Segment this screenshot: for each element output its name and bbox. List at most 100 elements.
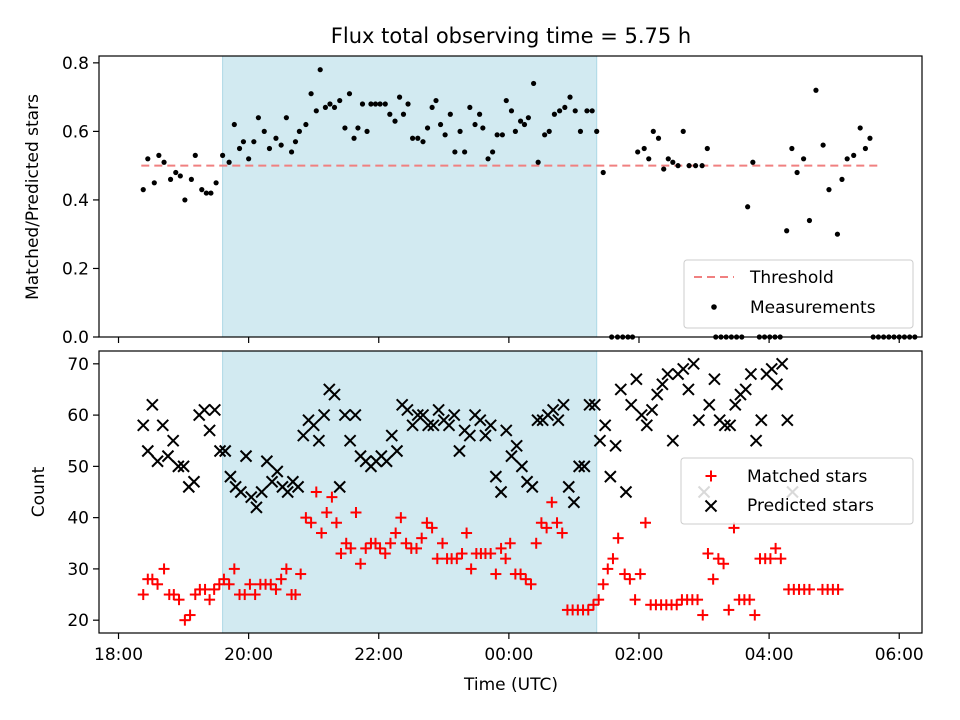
matched-star-point xyxy=(707,573,719,585)
measurement-point xyxy=(457,128,463,134)
predicted-star-point xyxy=(328,388,341,401)
y-tick-label: 70 xyxy=(67,355,89,375)
measurement-point xyxy=(208,190,214,196)
matched-star-point xyxy=(158,563,170,575)
measurement-point xyxy=(303,121,309,128)
measurement-point xyxy=(665,156,671,162)
matched-star-point xyxy=(228,563,240,575)
measurement-point xyxy=(675,163,681,169)
matched-star-point xyxy=(146,573,158,585)
predicted-star-point xyxy=(281,485,294,499)
predicted-stars-series xyxy=(137,357,799,514)
x-tick-label: 00:00 xyxy=(484,645,533,665)
predicted-star-point xyxy=(598,419,612,432)
matched-star-point xyxy=(612,532,624,544)
matched-star-point xyxy=(639,517,651,529)
predicted-star-point xyxy=(166,434,180,447)
measurement-point xyxy=(467,104,473,111)
matched-star-point xyxy=(495,542,507,554)
predicted-star-point xyxy=(765,362,778,376)
matched-star-point xyxy=(530,537,542,549)
matched-star-point xyxy=(832,583,844,595)
predicted-star-point xyxy=(552,414,565,427)
matched-star-point xyxy=(624,573,636,585)
measurement-point xyxy=(177,173,183,179)
predicted-star-point xyxy=(411,408,424,422)
x-tick-label: 04:00 xyxy=(745,645,794,665)
predicted-star-point xyxy=(656,378,669,391)
measurement-point xyxy=(600,169,606,176)
predicted-star-point xyxy=(604,470,617,483)
top-y-axis: 0.0 0.2 0.4 0.6 0.8 xyxy=(62,54,99,348)
matched-star-point xyxy=(239,589,251,601)
measurement-point xyxy=(327,101,333,107)
measurement-point xyxy=(145,156,151,162)
measurement-point xyxy=(499,132,505,138)
legend-predicted-glyph xyxy=(704,499,718,513)
predicted-star-point xyxy=(137,419,150,432)
measurement-point xyxy=(231,121,237,128)
predicted-star-point xyxy=(562,480,575,494)
measurement-point xyxy=(382,101,388,107)
matched-star-point xyxy=(602,563,614,575)
predicted-star-point xyxy=(312,434,326,447)
measurement-point xyxy=(346,91,353,97)
measurement-point xyxy=(567,94,573,100)
matched-star-point xyxy=(770,542,782,554)
matched-star-point xyxy=(551,517,563,529)
measurement-point xyxy=(255,115,261,121)
measurement-point xyxy=(203,190,209,196)
measurement-point xyxy=(372,101,379,107)
measurement-point xyxy=(447,111,453,117)
matched-star-point xyxy=(395,512,407,524)
measurement-point xyxy=(437,121,444,128)
predicted-star-point xyxy=(651,388,664,401)
measurement-point xyxy=(273,135,279,141)
predicted-star-point xyxy=(572,460,586,473)
measurement-point xyxy=(784,228,790,234)
matched-star-point xyxy=(345,542,357,554)
y-tick-label: 20 xyxy=(67,611,89,631)
measurement-point xyxy=(546,128,552,134)
measurement-point xyxy=(525,115,531,121)
predicted-star-point xyxy=(245,490,258,504)
x-tick-label: 20:00 xyxy=(224,645,273,665)
measurement-point xyxy=(192,152,198,158)
predicted-star-point xyxy=(338,408,352,422)
predicted-star-point xyxy=(333,480,346,494)
legend-matched-marker xyxy=(705,470,717,482)
measurement-point xyxy=(236,145,243,152)
matched-star-point xyxy=(249,589,261,601)
matched-star-point xyxy=(587,599,599,611)
predicted-star-point xyxy=(208,403,222,417)
predicted-star-point xyxy=(546,403,560,417)
matched-star-point xyxy=(744,594,756,606)
matched-star-point xyxy=(490,568,502,580)
measurement-point xyxy=(745,204,751,210)
predicted-star-point xyxy=(255,485,268,499)
measurement-point xyxy=(661,166,667,172)
measurement-point xyxy=(839,176,845,182)
predicted-star-point xyxy=(624,398,638,412)
predicted-star-point xyxy=(593,434,607,447)
x-tick-label: 18:00 xyxy=(94,645,143,665)
predicted-star-point xyxy=(156,419,169,432)
matched-star-point xyxy=(223,578,235,590)
y-tick-label: 0.6 xyxy=(62,122,89,142)
predicted-star-point xyxy=(349,408,362,422)
measurement-point xyxy=(396,94,403,100)
matched-star-point xyxy=(173,594,185,606)
measurement-point xyxy=(646,156,652,162)
measurement-point xyxy=(452,149,458,155)
measurement-point xyxy=(594,128,600,134)
matched-stars-series xyxy=(137,486,844,626)
predicted-star-point xyxy=(578,460,591,473)
matched-star-point xyxy=(692,594,704,606)
matched-star-point xyxy=(330,517,342,529)
measurement-point xyxy=(317,67,323,73)
measurement-point xyxy=(813,87,819,93)
measurement-point xyxy=(156,152,162,158)
matched-star-point xyxy=(350,507,362,519)
top-legend-box xyxy=(683,259,914,329)
predicted-star-point xyxy=(385,429,398,442)
